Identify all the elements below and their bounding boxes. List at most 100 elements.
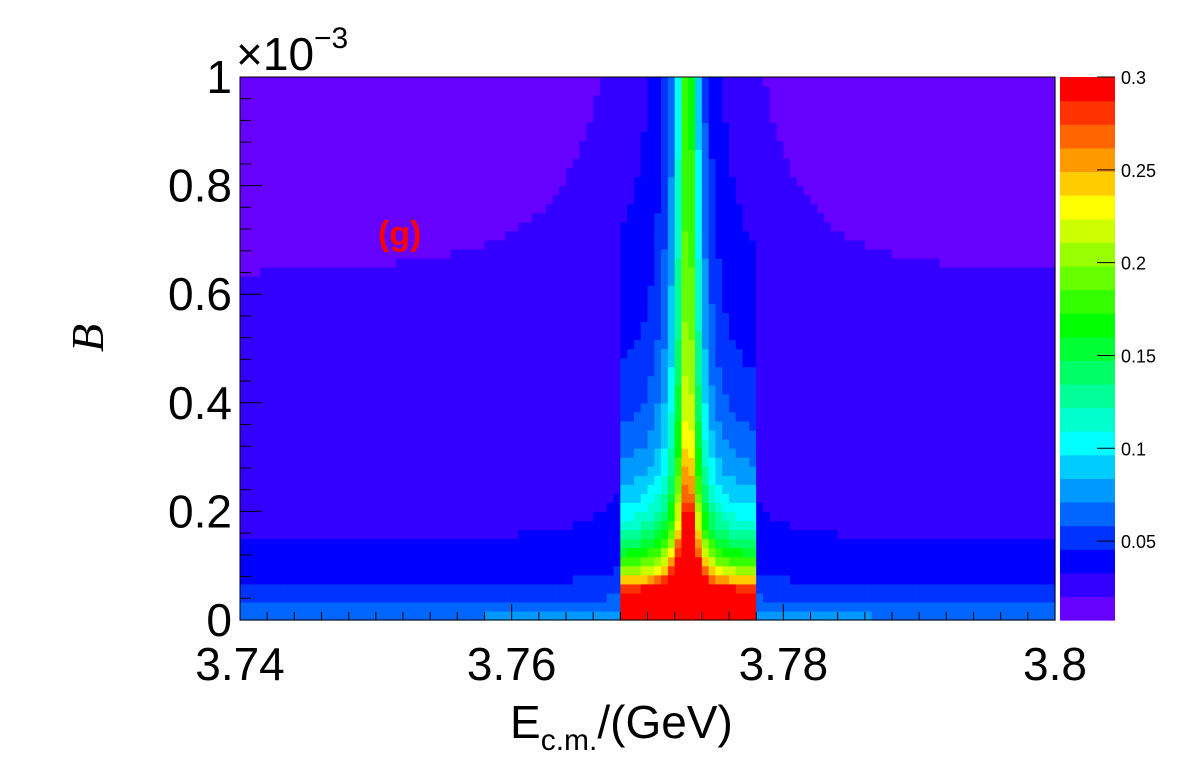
heatmap-cell: [1027, 529, 1036, 540]
heatmap-cell: [518, 565, 526, 576]
heatmap-cell: [335, 493, 343, 503]
heatmap-cell: [409, 239, 418, 250]
heatmap-cell: [416, 285, 424, 295]
heatmap-cell: [762, 529, 771, 540]
heatmap-cell: [362, 357, 370, 368]
heatmap-cell: [613, 330, 621, 341]
heatmap-cell: [973, 420, 981, 431]
heatmap-cell: [1048, 529, 1056, 540]
heatmap-cell: [273, 448, 282, 458]
heatmap-cell: [858, 312, 866, 322]
heatmap-cell: [973, 321, 981, 331]
heatmap-cell: [273, 484, 282, 494]
heatmap-cell: [987, 248, 995, 259]
heatmap-cell: [919, 366, 927, 377]
heatmap-cell: [966, 511, 975, 522]
heatmap-cell: [240, 610, 248, 621]
heatmap-cell: [851, 348, 859, 359]
heatmap-cell: [538, 384, 547, 395]
heatmap-cell: [959, 384, 968, 395]
heatmap-cell: [1027, 276, 1036, 286]
heatmap-cell: [341, 276, 350, 286]
heatmap-cell: [987, 303, 995, 313]
heatmap-cell: [253, 466, 261, 476]
heatmap-cell: [430, 475, 438, 485]
heatmap-cell: [606, 384, 615, 395]
heatmap-cell: [762, 402, 771, 413]
heatmap-cell: [810, 285, 818, 295]
heatmap-cell: [464, 366, 472, 377]
heatmap-cell: [552, 610, 560, 621]
heatmap-cell: [566, 466, 574, 476]
heatmap-cell: [1007, 285, 1015, 295]
heatmap-cell: [633, 393, 642, 404]
heatmap-cell: [416, 466, 424, 476]
heatmap-cell: [287, 520, 295, 531]
heatmap-cell: [722, 303, 730, 313]
heatmap-cell: [647, 285, 655, 295]
heatmap-cell: [729, 610, 737, 621]
heatmap-cell: [246, 339, 255, 350]
heatmap-cell: [457, 439, 465, 449]
heatmap-cell: [987, 439, 995, 449]
heatmap-cell: [620, 565, 628, 576]
heatmap-cell: [858, 448, 866, 458]
heatmap-cell: [484, 466, 492, 476]
heatmap-cell: [796, 366, 805, 377]
heatmap-cell: [396, 457, 404, 467]
heatmap-cell: [613, 511, 621, 522]
heatmap-cell: [559, 538, 567, 549]
heatmap-cell: [783, 339, 791, 350]
heatmap-cell: [545, 601, 554, 612]
heatmap-cell: [925, 466, 934, 476]
heatmap-cell: [545, 276, 554, 286]
heatmap-cell: [375, 402, 384, 413]
heatmap-cell: [559, 592, 567, 603]
heatmap-cell: [559, 267, 567, 277]
heatmap-cell: [939, 248, 947, 259]
heatmap-cell: [559, 502, 567, 512]
heatmap-cell: [647, 312, 655, 322]
heatmap-cell: [267, 357, 275, 368]
heatmap-cell: [260, 348, 268, 359]
heatmap-cell: [301, 420, 309, 431]
heatmap-cell: [409, 366, 418, 377]
heatmap-cell: [403, 294, 411, 304]
heatmap-cell: [987, 402, 995, 413]
heatmap-cell: [335, 574, 343, 585]
heatmap-cell: [436, 420, 445, 431]
heatmap-cell: [301, 294, 309, 304]
heatmap-cell: [776, 276, 784, 286]
heatmap-cell: [1027, 493, 1036, 503]
heatmap-cell: [450, 411, 458, 422]
heatmap-cell: [613, 366, 621, 377]
heatmap-cell: [389, 294, 397, 304]
heatmap-cell: [790, 547, 798, 558]
heatmap-cell: [830, 330, 839, 341]
heatmap-cell: [756, 601, 764, 612]
heatmap-cell: [586, 420, 594, 431]
heatmap-cell: [892, 538, 900, 549]
heatmap-cell: [532, 520, 540, 531]
heatmap-cell: [307, 583, 316, 594]
heatmap-cell: [1034, 411, 1043, 422]
heatmap-cell: [253, 303, 261, 313]
heatmap-cell: [817, 384, 825, 395]
heatmap-cell: [864, 547, 873, 558]
heatmap-cell: [932, 357, 941, 368]
heatmap-cell: [729, 330, 737, 341]
heatmap-cell: [701, 357, 710, 368]
heatmap-cell: [851, 448, 859, 458]
heatmap-cell: [538, 303, 547, 313]
heatmap-cell: [864, 366, 873, 377]
heatmap-cell: [817, 484, 825, 494]
heatmap-cell: [939, 285, 947, 295]
heatmap-cell: [518, 601, 526, 612]
heatmap-cell: [559, 493, 567, 503]
heatmap-cell: [362, 321, 370, 331]
heatmap-cell: [892, 583, 900, 594]
heatmap-cell: [864, 402, 873, 413]
heatmap-cell: [253, 357, 261, 368]
heatmap-cell: [647, 248, 655, 259]
heatmap-cell: [559, 384, 567, 395]
